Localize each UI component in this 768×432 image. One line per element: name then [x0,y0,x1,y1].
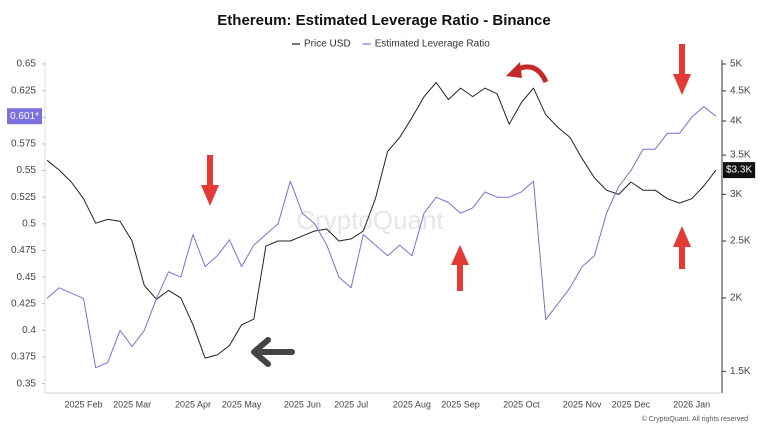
x-tick-label: 2025 Nov [563,399,602,409]
current-value-label: $3.3K [723,162,756,179]
source: © CryptoQuant. All rights reserved [642,415,748,423]
chart-title: Ethereum: Estimated Leverage Ratio - Bin… [217,12,550,29]
y-tick-label: 0.625 [11,85,36,96]
current-value-box [7,108,42,125]
legend-label: Price USD [304,39,351,50]
y2-tick-label: 2K [730,293,743,304]
red-arrow [673,44,691,95]
y2-tick-label: 3.5K [730,150,751,161]
x-tick-label: 2025 Sep [441,399,480,409]
x-tick-label: 2025 Aug [393,399,431,409]
legend: Price USD Estimated Leverage Ratio [292,39,490,50]
red-arrow [673,226,691,269]
red-arrow [451,245,469,291]
y2-tick-label: 3K [730,189,743,200]
x-tick-label: 2025 Oct [503,399,540,409]
y-tick-label: 0.5 [22,218,36,229]
y-tick-label: 0.375 [11,352,36,363]
x-tick-label: 2026 Jan [673,399,710,409]
y2-tick-label: 4K [730,116,743,127]
x-tick-label: 2025 Mar [113,399,151,409]
x-tick-label: 2025 Jun [284,399,321,409]
y-tick-label: 0.475 [11,245,36,256]
black-arrow [251,337,295,367]
current-value-box [723,162,756,179]
x-tick-label: 2025 May [222,399,262,409]
current-value-label: 0.601* [7,108,42,125]
curved-arrow [506,62,549,84]
legend-label: Estimated Leverage Ratio [375,39,491,50]
y-tick-label: 0.45 [17,272,37,283]
y2-tick-label: 2.5K [730,236,751,247]
y-tick-label: 0.575 [11,139,36,150]
y-tick-label: 0.525 [11,192,36,203]
y2-tick-label: 1.5K [730,366,751,377]
series-line [46,106,717,369]
red-arrow [201,155,219,206]
y-tick-label: 0.425 [11,298,36,309]
x-tick-label: 2025 Feb [64,399,102,409]
x-tick-label: 2025 Dec [612,399,651,409]
y2-tick-label: 5K [730,59,743,70]
y2-tick-label: 4.5K [730,86,751,97]
x-tick-label: 2025 Jul [334,399,368,409]
y-tick-label: 0.55 [17,165,37,176]
y-tick-label: 0.4 [22,325,36,336]
series-line [46,82,717,359]
annotation-arrows [201,44,691,367]
current-value-text: 0.601* [10,111,39,122]
current-value-text: $3.3K [726,165,752,176]
y-tick-label: 0.65 [17,59,37,70]
y-tick-label: 0.35 [17,378,37,389]
x-tick-label: 2025 Apr [175,399,211,409]
